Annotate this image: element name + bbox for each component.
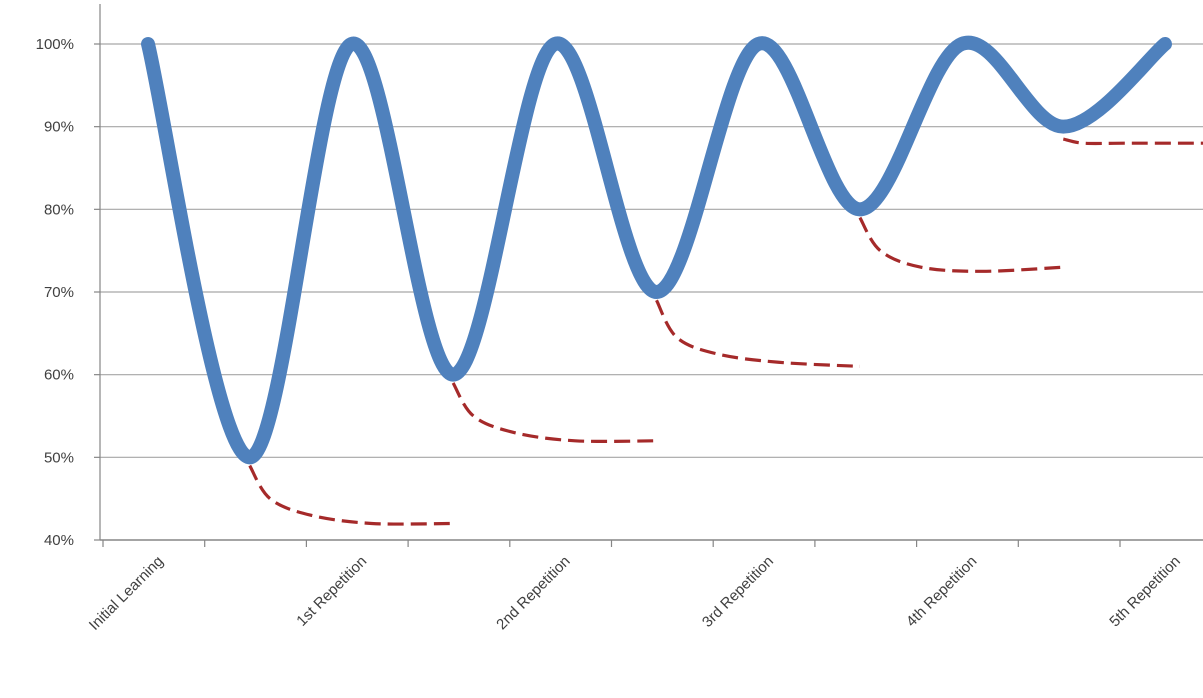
x-tick-label: 2nd Repetition xyxy=(493,553,573,633)
y-tick-label: 50% xyxy=(44,449,74,466)
forgetting-curve xyxy=(1062,137,1203,146)
x-tick-label: Initial Learning xyxy=(86,553,167,634)
axis-layer xyxy=(94,4,1203,547)
x-tick-label: 5th Repetition xyxy=(1106,553,1183,630)
x-tick-labels: Initial Learning 1st Repetition 2nd Repeti… xyxy=(86,553,1184,634)
y-tick-label: 100% xyxy=(36,36,74,53)
y-tick-label: 90% xyxy=(44,119,74,136)
y-tick-label: 70% xyxy=(44,284,74,301)
x-tick-label: 3rd Repetition xyxy=(699,553,777,631)
series-layer xyxy=(141,35,1203,526)
y-tick-labels: 40% 50% 60% 70% 80% 90% 100% xyxy=(36,36,74,549)
y-tick-label: 40% xyxy=(44,532,74,549)
retention-curve xyxy=(141,35,1172,465)
x-tick-label: 4th Repetition xyxy=(903,553,980,630)
y-tick-label: 80% xyxy=(44,201,74,218)
forgetting-curve xyxy=(451,382,657,444)
forgetting-curve xyxy=(858,216,1064,273)
forgetting-curve xyxy=(248,464,454,526)
x-tick-label: 1st Repetition xyxy=(293,553,370,630)
forgetting-curve xyxy=(655,299,860,368)
y-tick-label: 60% xyxy=(44,367,74,384)
